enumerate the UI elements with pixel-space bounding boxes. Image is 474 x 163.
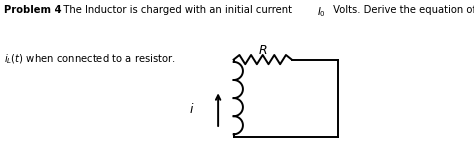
Text: : The Inductor is charged with an initial current: : The Inductor is charged with an initia… — [57, 5, 295, 15]
Text: $I_0$: $I_0$ — [317, 5, 326, 19]
Text: i: i — [190, 103, 193, 116]
Text: Volts. Derive the equation of the inductor current: Volts. Derive the equation of the induct… — [330, 5, 474, 15]
Text: R: R — [258, 44, 267, 57]
Text: Problem 4: Problem 4 — [4, 5, 62, 15]
Text: $i_L(t)$ when connected to a resistor.: $i_L(t)$ when connected to a resistor. — [4, 52, 176, 66]
